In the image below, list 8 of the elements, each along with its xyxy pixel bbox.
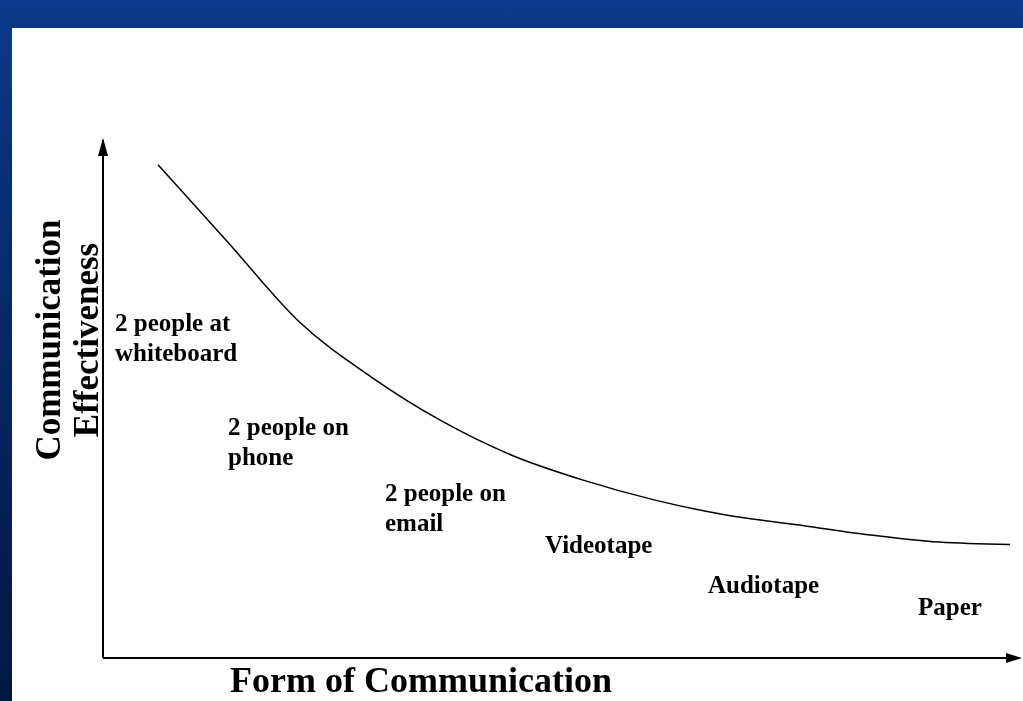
x-axis-title: Form of Communication	[230, 660, 613, 700]
annotation: Audiotape	[708, 570, 821, 600]
annotation: 2 people on phone	[228, 412, 350, 472]
y-axis-title: Communication Effectiveness	[29, 218, 107, 463]
annotation: 2 people on email	[385, 478, 507, 538]
annotation: Videotape	[545, 530, 654, 560]
annotation: Paper	[918, 592, 983, 622]
annotation: 2 people at whiteboard	[115, 308, 239, 368]
